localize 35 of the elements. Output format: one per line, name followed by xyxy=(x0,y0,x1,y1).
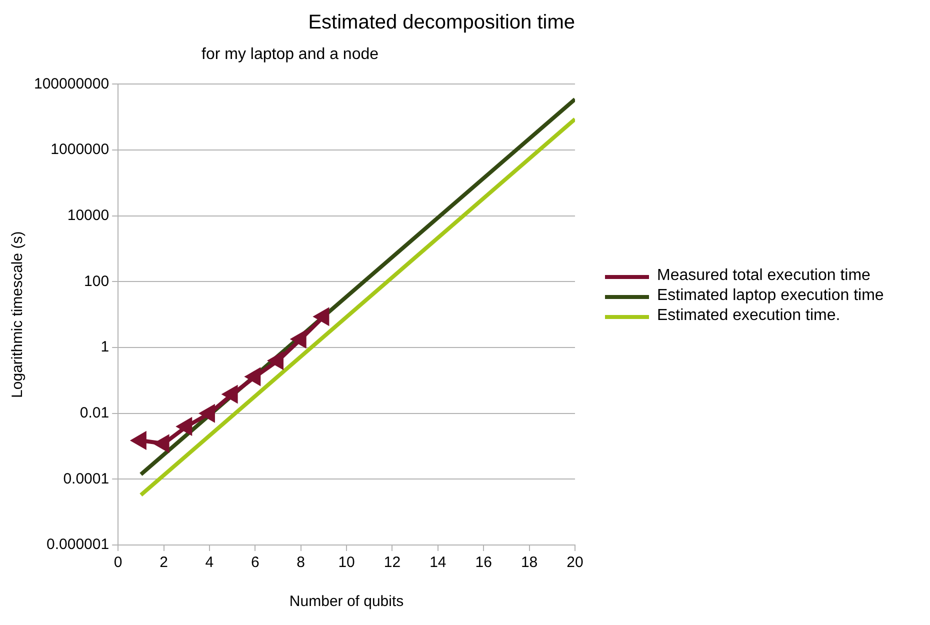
legend-label: Estimated execution time. xyxy=(657,307,840,325)
y-tick-label: 0.0001 xyxy=(63,470,110,488)
x-tick-label: 8 xyxy=(296,554,306,572)
x-tick-label: 16 xyxy=(475,554,492,572)
y-tick-label: 100000000 xyxy=(34,75,110,92)
chart-subtitle: for my laptop and a node xyxy=(201,46,379,64)
x-tick-label: 20 xyxy=(566,554,584,572)
legend-label: Estimated laptop execution time xyxy=(657,287,884,305)
y-tick-label: 100 xyxy=(84,272,110,290)
y-axis-title: Logarithmic timescale (s) xyxy=(9,231,26,398)
point xyxy=(200,405,215,422)
chart-title: Estimated decomposition time xyxy=(308,12,575,34)
x-tick-label: 0 xyxy=(114,554,122,572)
x-tick-label: 14 xyxy=(430,554,446,572)
point xyxy=(223,386,238,402)
x-tick-label: 12 xyxy=(384,554,401,572)
y-tick-label: 1000000 xyxy=(50,141,110,158)
y-tick-label: 0.01 xyxy=(80,404,110,422)
x-tick-label: 4 xyxy=(205,554,214,572)
point xyxy=(246,368,261,385)
point xyxy=(132,432,146,449)
y-tick-label: 10000 xyxy=(67,207,110,224)
point xyxy=(269,352,284,369)
x-tick-label: 6 xyxy=(250,554,260,572)
x-tick-label: 18 xyxy=(520,554,538,572)
x-axis-title: Number of qubits xyxy=(289,593,404,610)
x-tick-label: 10 xyxy=(338,554,355,572)
point xyxy=(314,308,330,325)
y-tick-label: 1 xyxy=(100,338,110,356)
point xyxy=(178,418,192,435)
x-tick-label: 2 xyxy=(160,554,168,572)
point xyxy=(292,331,306,348)
legend-label: Measured total execution time xyxy=(657,267,870,285)
point xyxy=(154,436,170,452)
y-tick-label: 0.000001 xyxy=(46,536,110,554)
